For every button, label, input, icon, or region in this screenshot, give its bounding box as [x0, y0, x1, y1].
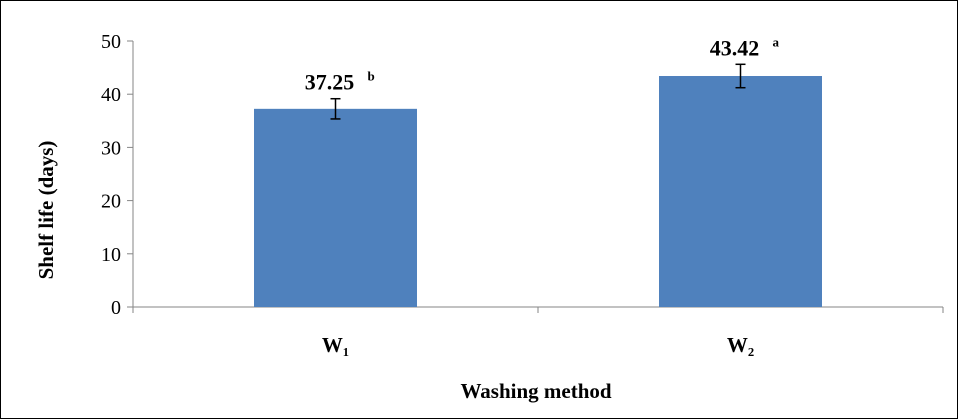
y-tick-label: 30: [101, 137, 121, 159]
y-tick-label: 10: [101, 244, 121, 266]
y-tick-label: 20: [101, 191, 121, 213]
bar: [254, 108, 417, 307]
x-category-label: W₂: [727, 333, 754, 357]
data-label: 37.25: [305, 70, 355, 95]
x-category-label: W₁: [322, 333, 349, 357]
y-tick-label: 50: [101, 31, 121, 53]
bar: [659, 76, 822, 307]
y-axis-title: Shelf life (days): [34, 141, 58, 280]
x-axis-title: Washing method: [460, 379, 611, 403]
bars: [254, 63, 822, 307]
y-tick-label: 0: [111, 297, 121, 319]
labels: W₁ 37.25 b W₂ 43.42 a: [305, 34, 780, 357]
data-label: 43.42: [710, 35, 760, 60]
data-label-letter: a: [773, 34, 780, 49]
y-tick-label: 40: [101, 84, 121, 106]
data-label-letter: b: [368, 69, 375, 84]
